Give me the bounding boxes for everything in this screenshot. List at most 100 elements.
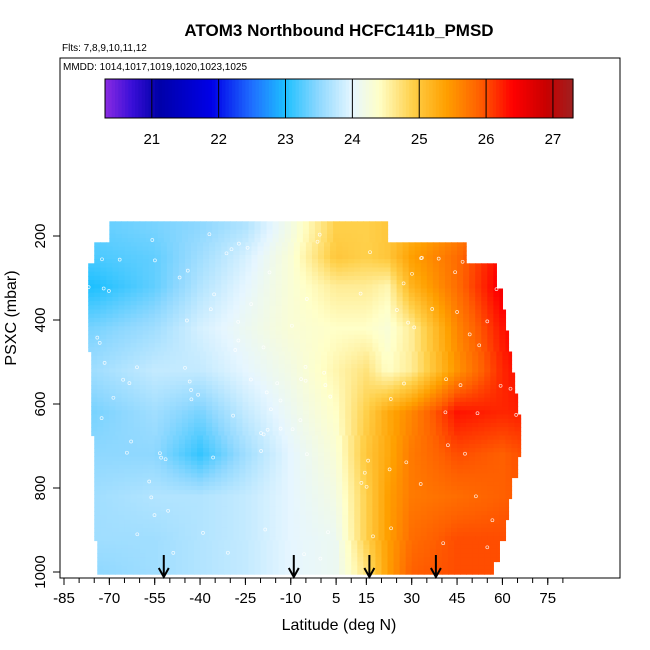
heatmap-cell bbox=[151, 385, 159, 390]
heatmap-cell bbox=[378, 511, 386, 516]
heatmap-cell bbox=[478, 355, 485, 361]
heatmap-cell bbox=[378, 246, 386, 252]
heatmap-cell bbox=[118, 242, 126, 248]
heatmap-cell bbox=[366, 502, 373, 508]
heatmap-cell bbox=[314, 397, 322, 403]
heatmap-cell bbox=[414, 275, 422, 281]
heatmap-cell bbox=[342, 515, 349, 521]
heatmap-cell bbox=[218, 225, 225, 231]
heatmap-cell bbox=[242, 389, 250, 395]
heatmap-cell bbox=[426, 347, 434, 353]
heatmap-cell bbox=[444, 527, 452, 533]
heatmap-cell bbox=[387, 401, 395, 407]
heatmap-cell bbox=[215, 469, 222, 474]
heatmap-cell bbox=[115, 422, 123, 428]
heatmap-cell bbox=[248, 233, 256, 239]
heatmap-cell bbox=[124, 527, 132, 533]
heatmap-cell bbox=[411, 368, 419, 374]
heatmap-cell bbox=[423, 351, 431, 357]
heatmap-cell bbox=[499, 347, 507, 353]
heatmap-cell bbox=[103, 427, 110, 432]
heatmap-cell bbox=[481, 435, 488, 441]
heatmap-cell bbox=[112, 284, 120, 290]
heatmap-cell bbox=[339, 380, 346, 386]
heatmap-cell bbox=[245, 305, 253, 311]
heatmap-cell bbox=[148, 305, 156, 311]
heatmap-cell bbox=[239, 511, 247, 516]
heatmap-cell bbox=[408, 448, 416, 453]
heatmap-cell bbox=[184, 464, 192, 470]
heatmap-cell bbox=[314, 427, 322, 432]
heatmap-cell bbox=[251, 317, 259, 323]
heatmap-cell bbox=[426, 456, 434, 462]
heatmap-cell bbox=[490, 422, 497, 428]
heatmap-cell bbox=[136, 456, 144, 462]
heatmap-cell bbox=[387, 385, 395, 390]
heatmap-cell bbox=[393, 397, 401, 403]
heatmap-cell bbox=[227, 435, 234, 441]
heatmap-cell bbox=[414, 338, 422, 344]
heatmap-cell bbox=[463, 267, 470, 273]
heatmap-cell bbox=[94, 477, 101, 483]
heatmap-cell bbox=[387, 414, 395, 420]
heatmap-cell bbox=[387, 351, 395, 357]
heatmap-cell bbox=[275, 490, 283, 495]
heatmap-cell bbox=[184, 490, 192, 495]
heatmap-cell bbox=[242, 364, 250, 369]
heatmap-cell bbox=[178, 473, 186, 479]
heatmap-cell bbox=[115, 233, 123, 239]
heatmap-cell bbox=[354, 271, 361, 277]
heatmap-cell bbox=[463, 305, 470, 311]
heatmap-cell bbox=[257, 267, 265, 273]
heatmap-cell bbox=[387, 431, 395, 437]
heatmap-cell bbox=[390, 284, 398, 290]
heatmap-cell bbox=[475, 464, 482, 470]
heatmap-cell bbox=[345, 351, 352, 357]
heatmap-cell bbox=[493, 305, 500, 311]
heatmap-cell bbox=[348, 343, 355, 348]
heatmap-cell bbox=[178, 452, 186, 458]
heatmap-cell bbox=[432, 305, 440, 311]
heatmap-cell bbox=[390, 448, 398, 453]
heatmap-cell bbox=[302, 414, 310, 420]
heatmap-cell bbox=[330, 498, 337, 504]
heatmap-cell bbox=[469, 515, 476, 521]
heatmap-cell bbox=[405, 422, 413, 428]
heatmap-cell bbox=[236, 376, 243, 382]
heatmap-cell bbox=[160, 284, 168, 290]
heatmap-cell bbox=[378, 481, 386, 487]
heatmap-cell bbox=[426, 490, 434, 495]
heatmap-cell bbox=[169, 355, 177, 361]
heatmap-cell bbox=[284, 385, 292, 390]
heatmap-cell bbox=[333, 393, 340, 399]
heatmap-cell bbox=[142, 343, 150, 348]
heatmap-cell bbox=[299, 494, 307, 500]
heatmap-cell bbox=[154, 523, 162, 529]
heatmap-cell bbox=[463, 242, 467, 248]
heatmap-cell bbox=[151, 414, 159, 420]
heatmap-cell bbox=[236, 427, 243, 432]
heatmap-cell bbox=[239, 490, 247, 495]
heatmap-cell bbox=[142, 296, 150, 302]
heatmap-cell bbox=[299, 338, 307, 344]
heatmap-cell bbox=[197, 498, 204, 504]
heatmap-cell bbox=[166, 246, 174, 252]
heatmap-cell bbox=[441, 393, 449, 399]
heatmap-cell bbox=[378, 250, 386, 256]
heatmap-cell bbox=[438, 301, 446, 306]
heatmap-cell bbox=[317, 259, 325, 264]
heatmap-cell bbox=[293, 343, 301, 348]
heatmap-cell bbox=[311, 439, 319, 445]
heatmap-cell bbox=[215, 305, 222, 311]
heatmap-cell bbox=[369, 233, 377, 239]
heatmap-cell bbox=[348, 280, 355, 285]
heatmap-cell bbox=[293, 322, 301, 327]
heatmap-cell bbox=[290, 401, 298, 407]
heatmap-cell bbox=[269, 343, 277, 348]
heatmap-cell bbox=[248, 229, 256, 235]
heatmap-cell bbox=[118, 309, 126, 315]
heatmap-cell bbox=[420, 519, 428, 525]
heatmap-cell bbox=[190, 494, 198, 500]
heatmap-cell bbox=[172, 275, 180, 281]
heatmap-cell bbox=[245, 490, 253, 495]
